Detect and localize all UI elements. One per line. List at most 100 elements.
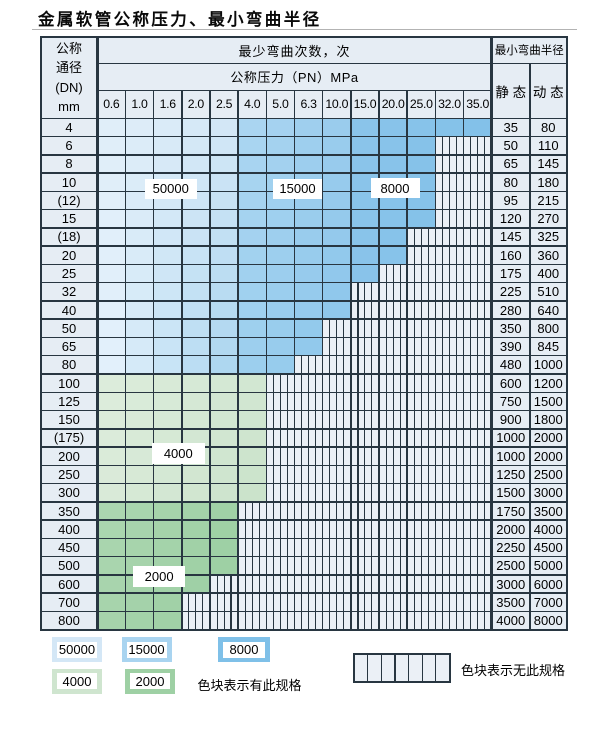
no-spec-cell (464, 137, 491, 155)
spec-cell (210, 557, 238, 575)
spec-cell (98, 374, 125, 392)
hatch-strip (309, 374, 315, 392)
hatch-strip (400, 557, 407, 575)
spec-cell (182, 228, 210, 246)
hatch-strip (443, 338, 449, 355)
hatch-strip (436, 173, 442, 191)
hatch-strip (330, 520, 337, 538)
hatch-strip (386, 429, 393, 447)
dynamic-value-cell: 1500 (530, 393, 566, 410)
hatch-strip (379, 356, 386, 374)
hatch-strip (330, 393, 337, 410)
spec-cell (154, 246, 182, 264)
no-spec-cell (351, 283, 379, 301)
hatch-strip (464, 411, 471, 429)
hatch-strip (330, 502, 337, 520)
hatch-strip (372, 301, 379, 319)
no-spec-cell (267, 484, 294, 502)
no-spec-cell (351, 520, 379, 538)
spec-cell (238, 228, 266, 246)
spec-cell (154, 411, 182, 429)
dynamic-value-cell: 4000 (530, 520, 566, 538)
hatch-strip (358, 393, 365, 410)
hatch-strip (436, 557, 442, 575)
no-spec-cell (436, 520, 463, 538)
spec-cell (182, 539, 210, 556)
hatch-strip (450, 484, 456, 502)
spec-cell (210, 338, 238, 355)
hatch-strip (344, 411, 351, 429)
no-spec-cell (464, 612, 491, 629)
no-spec-cell (407, 520, 435, 538)
hatch-strip (372, 356, 379, 374)
hatch-strip (365, 411, 372, 429)
hatch-strip (372, 593, 379, 611)
no-spec-cell (210, 593, 238, 611)
hatch-strip (471, 155, 478, 173)
hatch-strip (351, 301, 358, 319)
no-spec-cell (464, 228, 491, 246)
no-spec-cell (323, 484, 351, 502)
hatch-strip (471, 393, 478, 410)
hatch-strip (381, 654, 395, 681)
hatch-strip (471, 210, 478, 228)
hatch-strip (421, 246, 428, 264)
hatch-strip (450, 173, 456, 191)
hatch-strip (456, 137, 463, 155)
hatch-strip (351, 557, 358, 575)
no-spec-cell (379, 466, 407, 483)
hatch-strip (393, 575, 400, 593)
dynamic-value-cell: 215 (530, 192, 566, 209)
dn-cell: 25 (41, 265, 97, 282)
hatch-strip (443, 393, 449, 410)
no-spec-cell (464, 374, 491, 392)
hatch-strip (400, 283, 407, 301)
hatch-strip (309, 502, 315, 520)
spec-cell (182, 393, 210, 410)
spec-cell (210, 447, 238, 465)
hatch-strip (316, 374, 322, 392)
hatch-strip (471, 429, 478, 447)
hatch-strip (344, 484, 351, 502)
hatch-strip (351, 411, 358, 429)
spec-cell (98, 466, 125, 483)
static-value-cell: 4000 (492, 612, 529, 629)
hatch-strip (436, 228, 442, 246)
hatch-strip (344, 338, 351, 355)
hatch-strip (436, 429, 442, 447)
hatch-strip (414, 374, 421, 392)
hatch-strip (471, 228, 478, 246)
spec-cell (407, 155, 435, 173)
spec-cell (98, 192, 125, 209)
hatch-strip (287, 539, 294, 556)
spec-cell (210, 539, 238, 556)
hatch-strip (379, 374, 386, 392)
no-spec-cell (407, 539, 435, 556)
hatch-strip (238, 520, 245, 538)
no-spec-cell (436, 356, 463, 374)
no-spec-cell (351, 429, 379, 447)
hatch-strip (400, 612, 407, 629)
hatch-strip (428, 520, 435, 538)
no-spec-cell (436, 575, 463, 593)
no-spec-cell (436, 539, 463, 556)
hatch-strip (203, 593, 210, 611)
no-spec-cell (407, 575, 435, 593)
dynamic-value-cell: 360 (530, 246, 566, 264)
no-spec-cell (464, 575, 491, 593)
hatch-strip (358, 575, 365, 593)
hatch-strip (309, 447, 315, 465)
hatch-strip (400, 356, 407, 374)
hatch-strip (259, 539, 266, 556)
no-spec-cell (210, 612, 238, 629)
spec-cell (210, 210, 238, 228)
hatch-strip (358, 356, 365, 374)
no-spec-note: 色块表示无此规格 (461, 663, 566, 678)
spec-cell (98, 502, 125, 520)
hatch-strip (421, 319, 428, 337)
hatch-strip (485, 374, 491, 392)
spec-cell (154, 593, 182, 611)
hatch-strip (274, 393, 280, 410)
hatch-strip (189, 593, 196, 611)
hatch-strip (295, 593, 302, 611)
